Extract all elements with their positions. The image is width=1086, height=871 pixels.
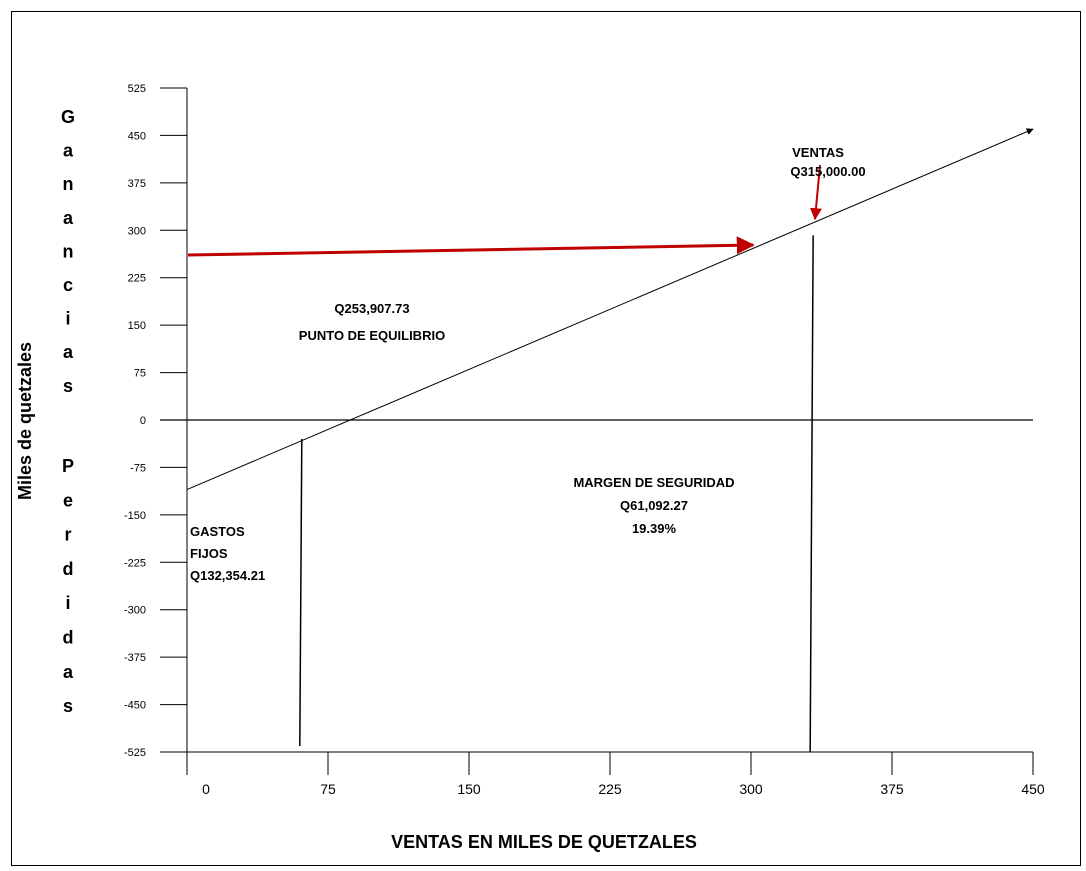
sales-line (809, 235, 814, 753)
axes (160, 88, 1033, 775)
vertical-letter-bottom: s (63, 696, 73, 716)
x-ticks: 0 75 150 225 300 375 450 (186, 752, 1045, 797)
margen-label: MARGEN DE SEGURIDAD (573, 475, 734, 490)
fixed-costs-line (299, 438, 303, 747)
series-line (186, 128, 1034, 491)
y-tick-label: -375 (124, 652, 146, 664)
vertical-letter-top: G (61, 107, 75, 127)
y-tick-label: -450 (124, 700, 146, 712)
x-axis-title: VENTAS EN MILES DE QUETZALES (391, 832, 697, 852)
x-tick-label: 450 (1021, 781, 1045, 797)
vertical-letter-top: a (63, 208, 74, 228)
vertical-letter-top: n (63, 241, 74, 261)
y-tick-label: 75 (134, 368, 146, 380)
y-axis-title: Miles de quetzales (15, 342, 35, 500)
y-tick-label: -225 (124, 557, 146, 569)
y-tick-label: 450 (128, 130, 146, 142)
vertical-letter-top: i (65, 309, 70, 329)
margen-value: Q61,092.27 (620, 498, 688, 513)
equilibrio-label: PUNTO DE EQUILIBRIO (299, 328, 445, 343)
annotation-arrows (187, 164, 822, 257)
y-tick-label: -150 (124, 510, 146, 522)
equilibrio-arrow (187, 236, 755, 257)
ventas-label: VENTAS (792, 145, 844, 160)
margen-pct: 19.39% (632, 521, 677, 536)
y-tick-label: 0 (140, 415, 146, 427)
ventas-arrow (810, 164, 822, 221)
y-ticks: 525 450 375 300 225 150 75 0 -75 -150 -225 -300 -375… (124, 83, 187, 759)
y-tick-label: -525 (124, 747, 146, 759)
vertical-letter-top: a (63, 141, 74, 161)
gastos-label-2: FIJOS (190, 546, 228, 561)
x-tick-label: 375 (880, 781, 904, 797)
vertical-letter-bottom: P (62, 456, 74, 476)
y-tick-label: 150 (128, 320, 146, 332)
y-tick-label: -75 (130, 462, 146, 474)
x-tick-label: 0 (202, 781, 210, 797)
vertical-letter-bottom: d (63, 559, 74, 579)
vertical-letter-top: c (63, 275, 73, 295)
y-tick-label: -300 (124, 605, 146, 617)
x-tick-label: 75 (320, 781, 336, 797)
vertical-letter-top: a (63, 342, 74, 362)
chart-frame (11, 11, 1081, 866)
reference-lines (299, 235, 814, 753)
vertical-letter-bottom: e (63, 490, 73, 510)
equilibrio-value: Q253,907.73 (334, 301, 409, 316)
series-layer (186, 128, 1034, 491)
vertical-letter-top: n (63, 174, 74, 194)
x-tick-label: 225 (598, 781, 622, 797)
vertical-letter-bottom: a (63, 662, 74, 682)
vertical-letter-bottom: i (65, 593, 70, 613)
x-tick-label: 150 (457, 781, 481, 797)
ventas-value: Q315,000.00 (790, 164, 865, 179)
y-tick-label: 375 (128, 178, 146, 190)
gastos-value: Q132,354.21 (190, 568, 265, 583)
y-tick-label: 525 (128, 83, 146, 95)
y-tick-label: 300 (128, 225, 146, 237)
vertical-letter-bottom: r (64, 525, 71, 545)
vertical-letter-top: s (63, 376, 73, 396)
gastos-label-1: GASTOS (190, 524, 245, 539)
y-tick-label: 225 (128, 273, 146, 285)
x-tick-label: 300 (739, 781, 763, 797)
vertical-letter-bottom: d (63, 628, 74, 648)
